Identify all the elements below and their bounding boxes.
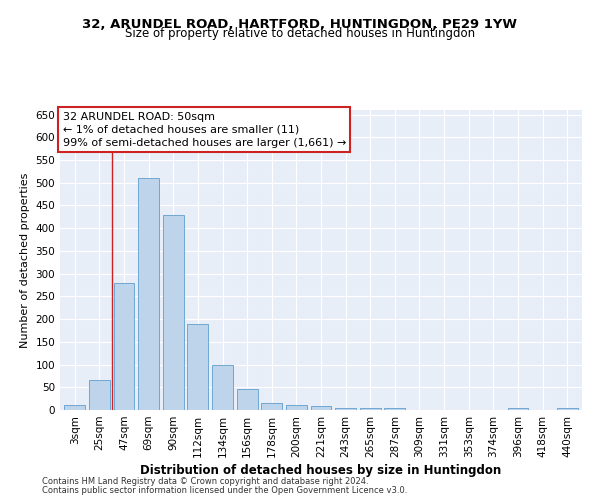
- Bar: [113, 282, 134, 410]
- Bar: [508, 408, 529, 410]
- Bar: [163, 214, 184, 410]
- Bar: [187, 324, 208, 410]
- Bar: [335, 408, 356, 410]
- Bar: [557, 408, 578, 410]
- Bar: [385, 408, 406, 410]
- Bar: [360, 408, 381, 410]
- Text: Size of property relative to detached houses in Huntingdon: Size of property relative to detached ho…: [125, 28, 475, 40]
- Bar: [138, 178, 159, 410]
- Text: Contains public sector information licensed under the Open Government Licence v3: Contains public sector information licen…: [42, 486, 407, 495]
- Bar: [64, 406, 85, 410]
- X-axis label: Distribution of detached houses by size in Huntingdon: Distribution of detached houses by size …: [140, 464, 502, 477]
- Bar: [89, 380, 110, 410]
- Bar: [311, 406, 331, 410]
- Bar: [236, 389, 257, 410]
- Y-axis label: Number of detached properties: Number of detached properties: [20, 172, 30, 348]
- Bar: [261, 403, 282, 410]
- Text: Contains HM Land Registry data © Crown copyright and database right 2024.: Contains HM Land Registry data © Crown c…: [42, 477, 368, 486]
- Bar: [212, 364, 233, 410]
- Bar: [286, 405, 307, 410]
- Text: 32, ARUNDEL ROAD, HARTFORD, HUNTINGDON, PE29 1YW: 32, ARUNDEL ROAD, HARTFORD, HUNTINGDON, …: [83, 18, 517, 30]
- Text: 32 ARUNDEL ROAD: 50sqm
← 1% of detached houses are smaller (11)
99% of semi-deta: 32 ARUNDEL ROAD: 50sqm ← 1% of detached …: [62, 112, 346, 148]
